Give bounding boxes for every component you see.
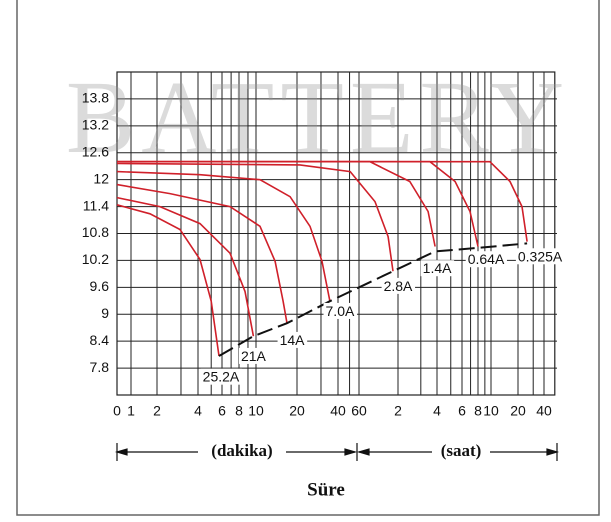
x-tick-label: 4 (194, 403, 202, 419)
x-unit-hours: (saat) (441, 441, 482, 460)
unit-arrows (114, 443, 560, 461)
curve-label-bg (465, 251, 507, 268)
curve-label: 25.2A (203, 369, 240, 385)
x-tick-label: 6 (458, 403, 466, 419)
y-tick-label: 12.6 (82, 143, 109, 159)
curve-label: 0.325A (518, 248, 563, 264)
x-tick-label: 60 (351, 403, 367, 419)
discharge-curve (116, 204, 220, 357)
y-tick-label: 13.2 (82, 117, 109, 133)
x-tick-label: 10 (483, 403, 499, 419)
x-tick-label: 20 (510, 403, 526, 419)
curve-label-bg (381, 277, 416, 294)
curve-label: 21A (241, 348, 267, 364)
curve-label: 7.0A (326, 303, 355, 319)
discharge-curve (116, 162, 394, 272)
cutoff-line (218, 242, 528, 357)
x-tick-label: 0 (113, 403, 121, 419)
x-tick-label: 6 (218, 403, 226, 419)
curve-label-bg (323, 302, 357, 319)
curve-label: 0.64A (468, 251, 505, 267)
y-tick-label: 7.8 (90, 359, 110, 375)
x-tick-label: 10 (248, 403, 264, 419)
x-tick-label: 2 (153, 403, 161, 419)
discharge-curve (117, 160, 528, 242)
y-tick-label: 8.4 (90, 332, 110, 348)
curve-label-bg (200, 368, 242, 385)
curves (116, 160, 528, 357)
watermark: BATTERY (66, 60, 570, 175)
y-tick-label: 9.6 (90, 278, 110, 294)
curve-label-bg (515, 248, 565, 265)
curve-label: 1.4A (423, 260, 452, 276)
discharge-curve (116, 183, 288, 324)
curve-label: 14A (280, 332, 306, 348)
curve-label: 2.8A (384, 278, 413, 294)
x-tick-label: 4 (433, 403, 441, 419)
y-tick-label: 10.2 (82, 251, 109, 267)
discharge-curve (116, 196, 255, 337)
curve-label-bg (420, 260, 455, 277)
x-unit-minutes: (dakika) (211, 441, 272, 460)
y-tick-label: 13.8 (82, 90, 109, 106)
y-tick-label: 12 (93, 170, 109, 186)
curve-label-bg (277, 331, 308, 348)
y-tick-label: 9 (101, 305, 109, 321)
y-tick-label: 11.4 (83, 197, 109, 213)
x-tick-label: 2 (394, 403, 402, 419)
x-tick-label: 1 (127, 403, 135, 419)
plot-border (116, 71, 556, 396)
x-axis-title: Süre (307, 479, 345, 500)
x-tick-label: 8 (235, 403, 243, 419)
x-tick-label: 40 (330, 403, 346, 419)
curve-label-bg (238, 347, 269, 364)
x-tick-label: 20 (289, 403, 305, 419)
y-tick-label: 10.8 (82, 224, 109, 240)
x-tick-label: 8 (474, 403, 482, 419)
discharge-curve (116, 170, 331, 302)
x-tick-label: 40 (536, 403, 552, 419)
